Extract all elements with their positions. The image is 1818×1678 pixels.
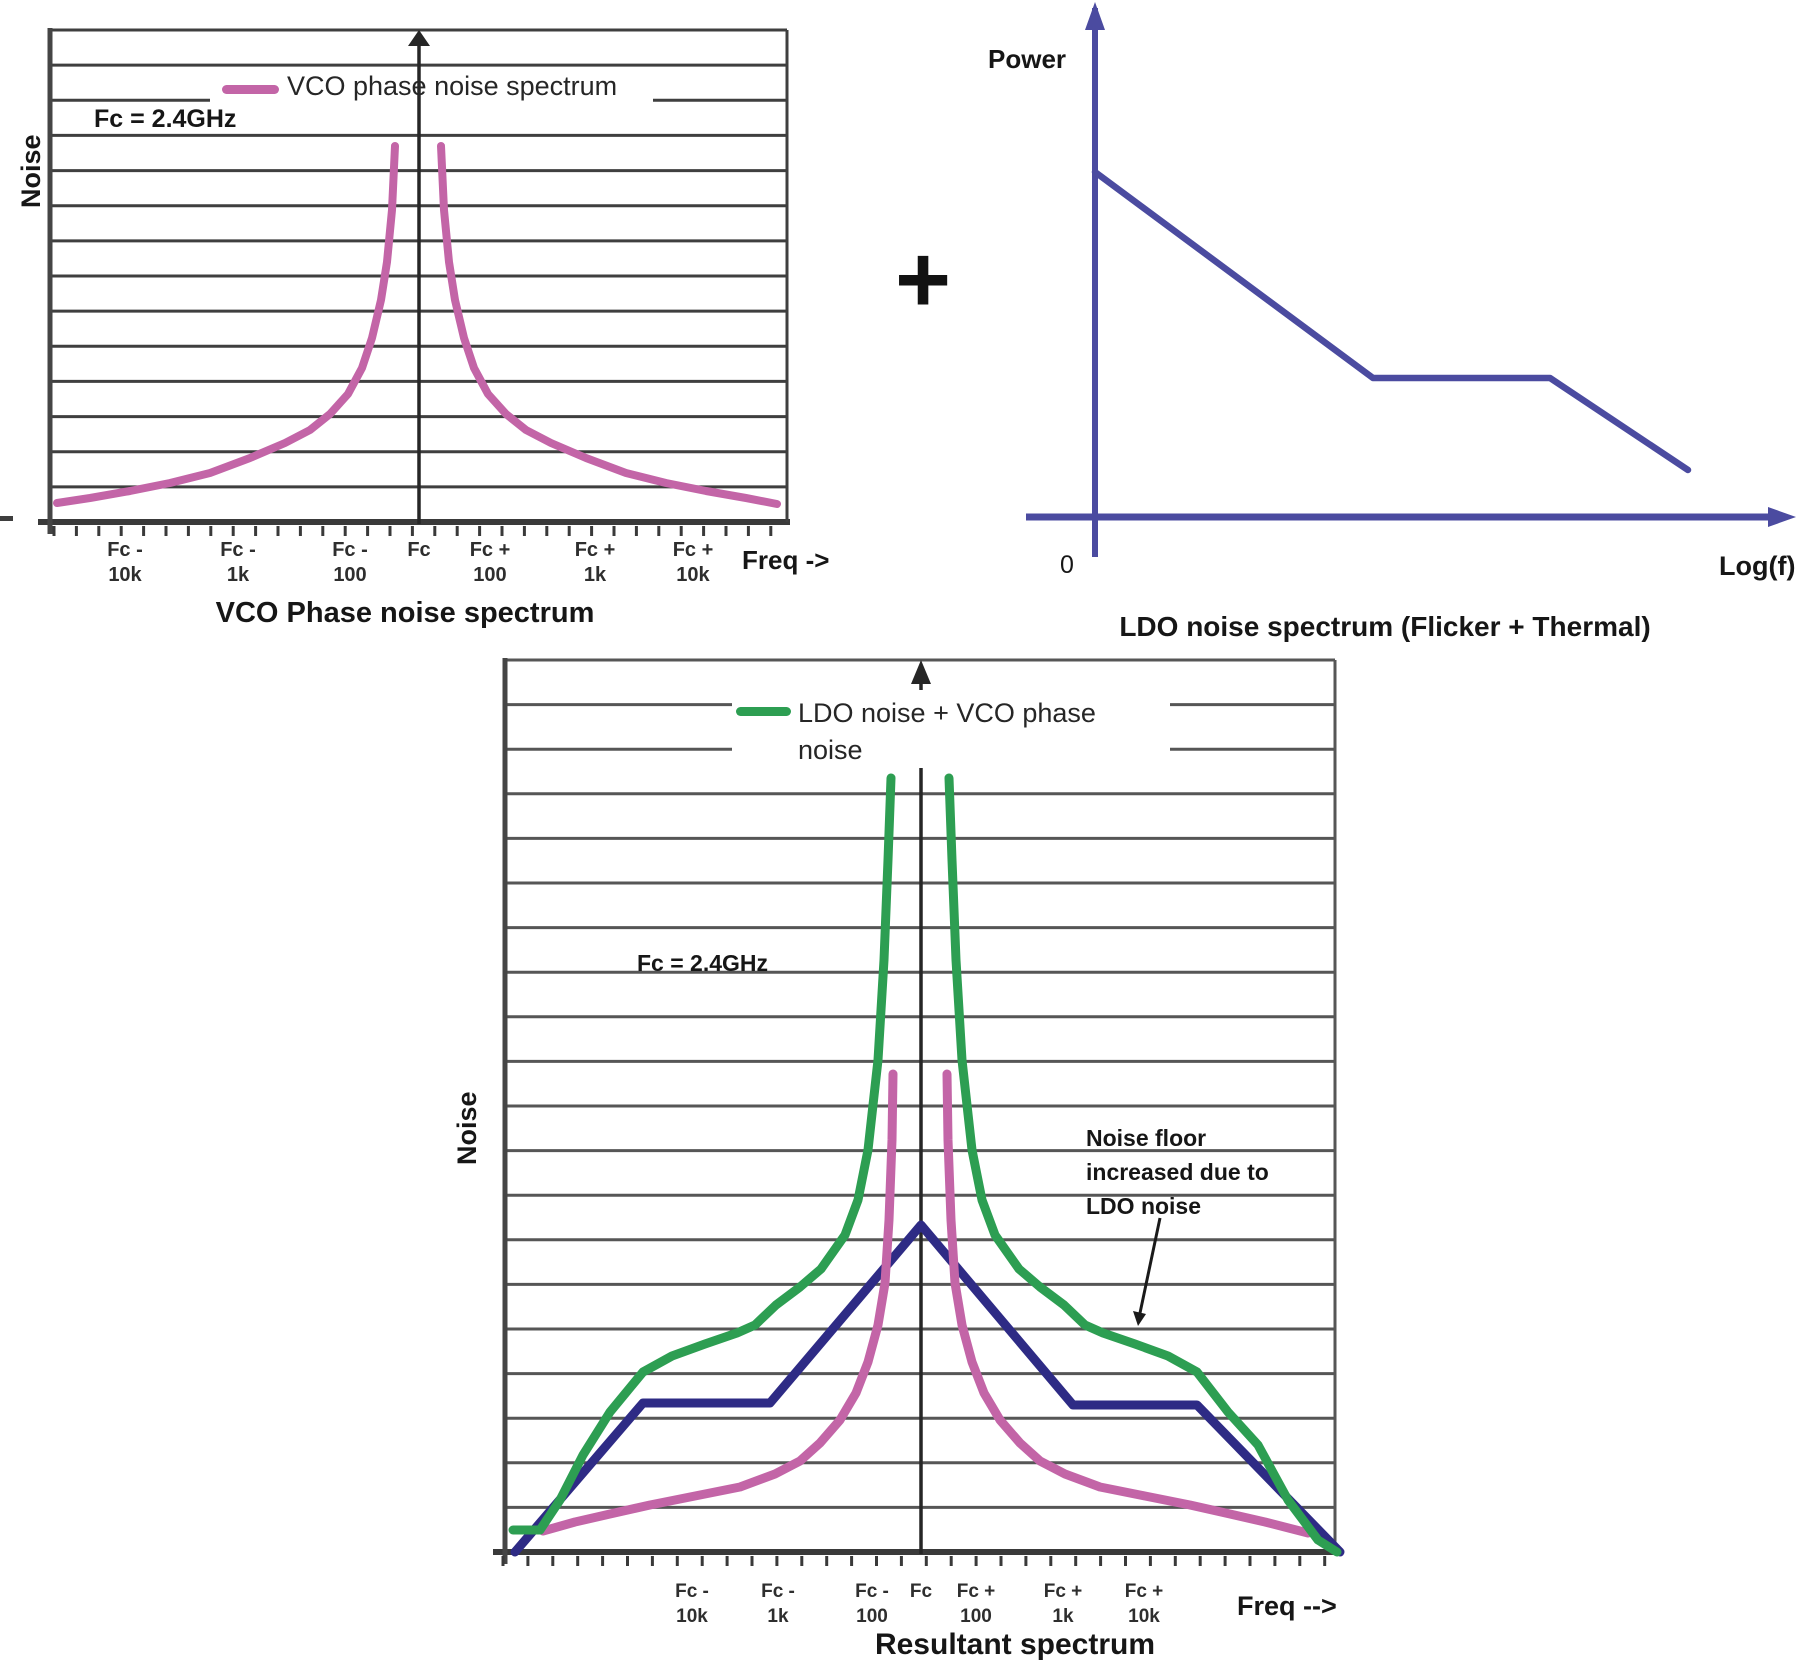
ldo-x-axis-label: Log(f) (1719, 551, 1796, 581)
resultant-fc-annotation: Fc = 2.4GHz (637, 950, 769, 976)
left-edge-dash (0, 516, 13, 521)
resultant-sum-curve (508, 773, 896, 1535)
ldo-y-axis-arrowhead (1085, 2, 1105, 30)
ldo-origin-label: 0 (1060, 551, 1074, 579)
vco-fc-annotation: Fc = 2.4GHz (94, 105, 237, 133)
vco-legend-swatch-line (222, 85, 279, 94)
ldo-x-axis-arrowhead (1768, 507, 1796, 527)
vco-phase-noise-curve (53, 142, 399, 507)
resultant-legend-swatch-line (736, 707, 791, 716)
ldo-noise-line (1091, 168, 1692, 474)
resultant-y-axis-label: Noise (452, 1091, 482, 1165)
x-tick-label: Fc -10k (107, 539, 143, 586)
x-tick-label: Fc +1k (574, 539, 616, 586)
x-tick-label: Fc (407, 539, 431, 561)
x-tick-label: Fc -1k (761, 1581, 795, 1627)
vco-x-axis-label: Freq -> (742, 545, 830, 575)
x-tick-label: Fc -100 (332, 539, 368, 586)
x-tick-label: Fc +10k (1124, 1581, 1164, 1627)
x-tick-label: Fc -100 (855, 1581, 889, 1627)
resultant-sum-curve (944, 773, 1342, 1557)
x-tick-label: Fc +100 (956, 1581, 996, 1627)
noise-floor-note-arrowhead (1133, 1311, 1146, 1326)
x-tick-label: Fc +100 (469, 539, 511, 586)
vco-legend-label: VCO phase noise spectrum (287, 71, 618, 101)
resultant-x-axis-label: Freq --> (1237, 1591, 1337, 1621)
x-tick-label: Fc -10k (675, 1581, 709, 1627)
ldo-caption: LDO noise spectrum (Flicker + Thermal) (1119, 611, 1651, 642)
x-tick-label: Fc +1k (1043, 1581, 1083, 1627)
resultant-vco-curve (538, 1069, 898, 1536)
resultant-vco-curve (942, 1069, 1313, 1538)
noise-floor-note-line1: Noise floor (1086, 1125, 1207, 1151)
resultant-legend-label-line1: LDO noise + VCO phase (798, 698, 1096, 728)
vco-caption: VCO Phase noise spectrum (215, 597, 595, 629)
noise-floor-note-line3: LDO noise (1086, 1193, 1202, 1219)
noise-floor-note-arrow (1138, 1217, 1162, 1314)
resultant-legend-label-line2: noise (798, 735, 863, 765)
x-tick-label: Fc +10k (672, 539, 714, 586)
vco-y-axis-label: Noise (16, 134, 46, 208)
plus-symbol: + (895, 226, 952, 333)
resultant-caption: Resultant spectrum (874, 1628, 1156, 1661)
resultant-ldo-curve (510, 1220, 1345, 1557)
x-tick-label: Fc (909, 1581, 933, 1602)
vco-axis-arrowhead (408, 30, 430, 46)
resultant-axis-arrowhead (911, 660, 931, 684)
noise-floor-note-line2: increased due to (1086, 1159, 1269, 1185)
x-tick-label: Fc -1k (220, 539, 256, 586)
ldo-y-axis-label: Power (988, 44, 1067, 74)
vco-phase-noise-curve (437, 142, 781, 508)
